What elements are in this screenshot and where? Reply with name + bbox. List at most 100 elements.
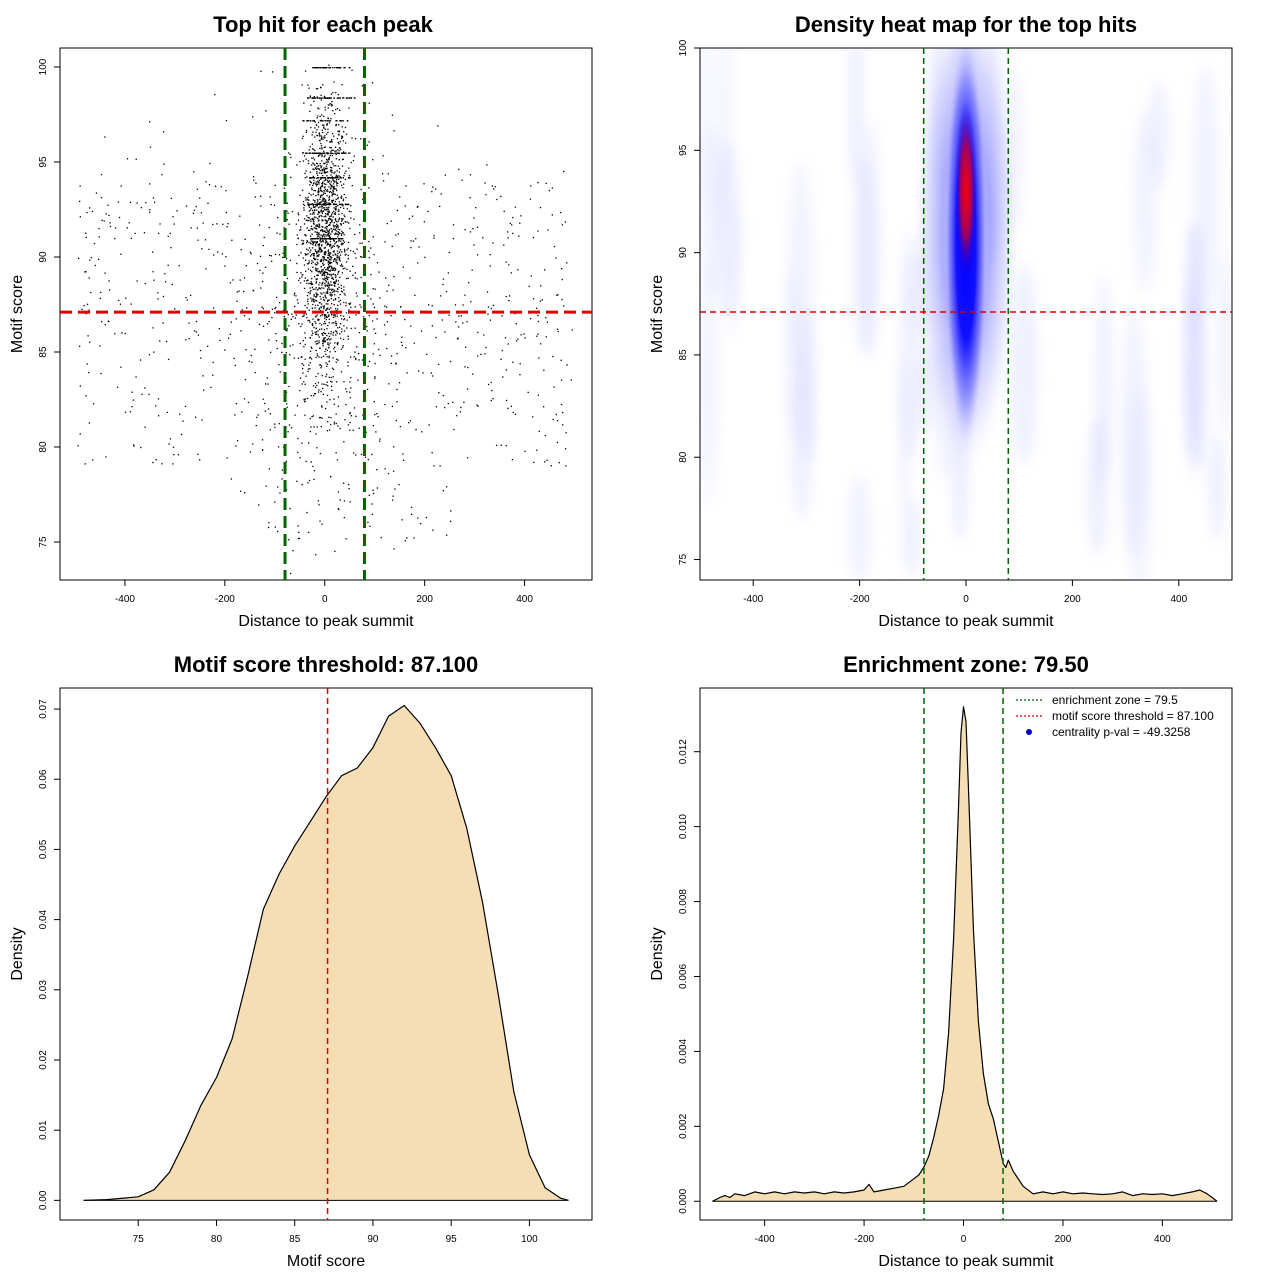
data-point <box>492 188 495 190</box>
data-point <box>324 274 326 277</box>
data-point <box>281 478 283 480</box>
data-point <box>332 189 334 192</box>
data-point <box>266 323 269 325</box>
data-point <box>560 211 562 214</box>
data-point <box>312 131 314 133</box>
data-point <box>321 114 323 116</box>
data-point <box>312 206 315 208</box>
data-point <box>332 92 334 94</box>
data-point <box>163 163 165 165</box>
data-point <box>315 264 317 266</box>
data-point <box>324 186 326 188</box>
data-point <box>308 247 311 249</box>
data-point <box>330 146 332 149</box>
data-point <box>85 313 87 315</box>
data-point <box>327 153 329 155</box>
data-point <box>487 306 490 308</box>
data-point <box>152 327 154 329</box>
data-point <box>342 140 345 142</box>
data-point <box>252 116 254 118</box>
data-point <box>310 104 312 106</box>
data-point <box>552 355 554 358</box>
data-point <box>315 282 318 284</box>
data-point <box>320 135 323 137</box>
data-point <box>392 495 394 497</box>
data-point <box>308 87 310 89</box>
data-point <box>336 120 338 122</box>
data-point <box>324 337 326 339</box>
data-point <box>207 202 209 204</box>
data-point <box>315 386 317 389</box>
data-point <box>328 180 331 182</box>
y-tick-label: 100 <box>678 39 689 56</box>
data-point <box>236 291 238 293</box>
data-point <box>376 469 378 471</box>
data-point <box>202 222 204 224</box>
data-point <box>317 289 319 291</box>
data-point <box>287 212 289 214</box>
data-point <box>337 236 339 238</box>
data-point <box>312 222 315 225</box>
data-point <box>321 284 323 286</box>
data-point <box>328 318 330 320</box>
data-point <box>325 375 327 378</box>
data-point <box>329 146 331 149</box>
data-point <box>390 355 393 357</box>
data-point <box>518 235 520 237</box>
data-point <box>88 422 90 424</box>
data-point <box>542 406 545 408</box>
data-point <box>372 489 374 491</box>
data-point <box>327 190 329 193</box>
data-point <box>303 315 305 317</box>
data-point <box>322 226 324 228</box>
data-point <box>326 97 329 99</box>
data-point <box>334 112 336 115</box>
data-point <box>324 309 327 312</box>
data-point <box>317 220 320 222</box>
data-point <box>339 276 341 279</box>
data-point <box>307 219 309 222</box>
data-point <box>125 297 127 299</box>
data-point <box>323 278 325 281</box>
data-point <box>560 403 563 406</box>
data-point <box>315 67 318 69</box>
data-point <box>331 105 333 107</box>
data-point <box>313 227 315 229</box>
data-point <box>259 269 261 271</box>
data-point <box>328 356 330 359</box>
data-point <box>305 219 308 221</box>
data-point <box>328 196 330 199</box>
data-point <box>315 296 317 298</box>
data-point <box>343 175 345 177</box>
data-point <box>332 183 335 185</box>
data-point <box>326 188 329 191</box>
data-point <box>317 304 319 306</box>
data-point <box>328 64 330 66</box>
data-point <box>243 277 246 279</box>
data-point <box>129 201 132 204</box>
data-point <box>335 276 337 279</box>
data-point <box>512 361 514 363</box>
data-point <box>537 181 539 184</box>
data-point <box>328 237 331 239</box>
data-point <box>312 298 314 300</box>
data-point <box>332 191 335 193</box>
data-point <box>343 293 345 295</box>
data-point <box>388 383 390 385</box>
data-point <box>335 177 337 179</box>
data-point <box>317 97 319 99</box>
data-point <box>458 315 460 317</box>
data-point <box>324 106 326 108</box>
data-point <box>384 403 386 406</box>
data-point <box>317 238 320 240</box>
data-point <box>323 127 325 129</box>
data-point <box>286 406 288 408</box>
data-point <box>449 360 452 363</box>
data-point <box>92 403 95 405</box>
data-point <box>327 210 329 212</box>
data-point <box>315 181 317 183</box>
data-point <box>302 200 305 203</box>
data-point <box>317 258 319 261</box>
data-point <box>334 146 337 148</box>
data-point <box>335 180 337 182</box>
